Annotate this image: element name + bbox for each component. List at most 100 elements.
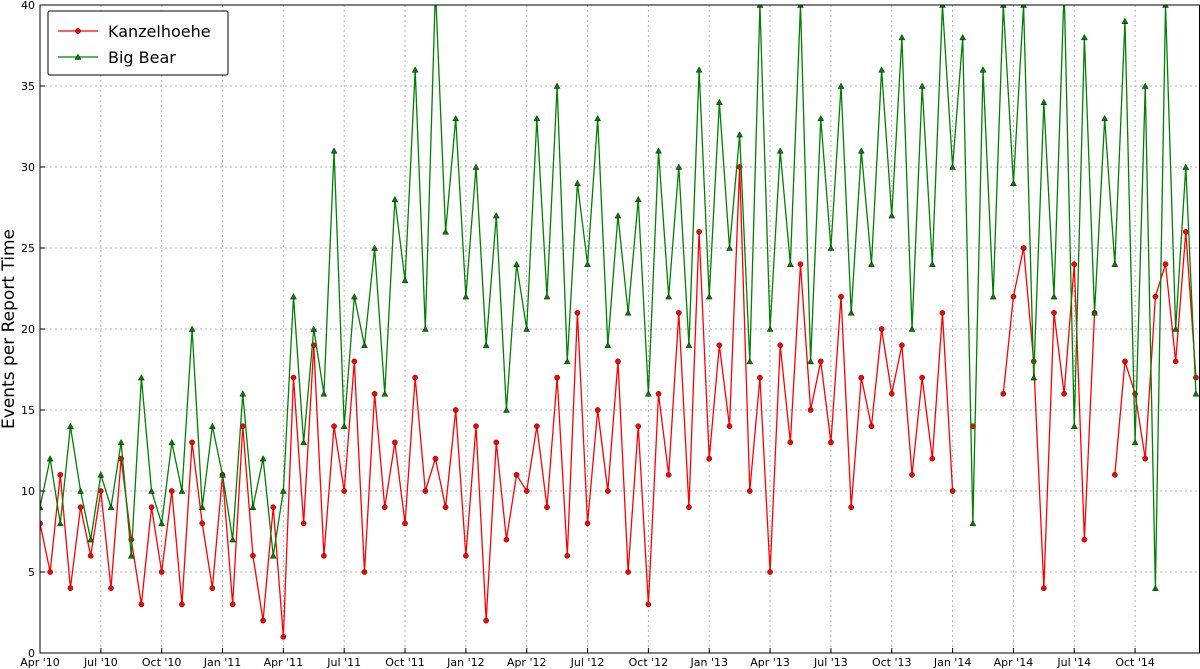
point	[158, 569, 165, 575]
point	[828, 439, 834, 446]
point	[624, 309, 632, 316]
point	[178, 487, 186, 494]
x-tick-label: Jul '13	[813, 656, 848, 669]
point	[1051, 309, 1057, 316]
point	[87, 553, 94, 559]
point	[939, 309, 946, 316]
point	[1050, 293, 1058, 300]
x-tick-label: Jul '10	[83, 656, 118, 669]
point	[615, 358, 621, 365]
point	[807, 407, 814, 413]
x-tick-label: Jan '12	[446, 656, 484, 669]
point	[280, 487, 287, 494]
point	[107, 503, 115, 510]
point	[554, 374, 560, 381]
point	[553, 82, 561, 89]
point	[513, 471, 520, 478]
point	[381, 504, 388, 511]
x-tick-label: Apr '11	[264, 656, 304, 669]
point	[46, 455, 54, 462]
point	[594, 114, 602, 122]
point	[695, 66, 703, 73]
point	[838, 293, 844, 300]
point	[1010, 293, 1017, 300]
point	[848, 504, 854, 511]
point	[726, 423, 733, 430]
point	[168, 438, 176, 446]
point	[250, 553, 256, 559]
point	[452, 407, 459, 413]
point	[310, 325, 318, 332]
point	[138, 374, 145, 381]
point	[797, 261, 804, 268]
point	[1071, 261, 1078, 268]
point	[463, 553, 469, 559]
point	[736, 131, 743, 138]
point	[421, 325, 429, 332]
point	[270, 504, 277, 511]
point	[574, 309, 581, 316]
point	[1142, 455, 1149, 462]
point	[868, 423, 875, 430]
point	[300, 438, 307, 446]
point	[341, 488, 347, 494]
point	[472, 163, 480, 170]
point	[625, 569, 631, 575]
point	[655, 147, 662, 154]
point	[605, 488, 611, 494]
point	[432, 455, 439, 462]
point	[868, 260, 875, 267]
x-tick-label: Apr '10	[20, 656, 60, 669]
point	[979, 66, 987, 73]
y-tick-label: 40	[21, 0, 35, 12]
point	[726, 244, 733, 251]
x-tick-label: Jan '14	[933, 656, 971, 669]
point	[77, 504, 84, 511]
point	[493, 439, 500, 446]
point	[320, 390, 328, 397]
x-tick-label: Jul '11	[326, 656, 361, 669]
point	[199, 520, 206, 527]
point	[757, 374, 763, 381]
legend-label: Big Bear	[108, 48, 176, 67]
point	[239, 390, 247, 397]
point	[117, 438, 125, 446]
y-tick-label: 30	[21, 161, 35, 174]
point	[1121, 17, 1129, 24]
point	[645, 390, 652, 397]
point	[249, 503, 257, 510]
point	[483, 617, 489, 624]
point	[899, 342, 905, 349]
point	[614, 212, 622, 219]
point	[188, 325, 196, 332]
point	[209, 585, 216, 592]
point	[676, 309, 682, 316]
y-tick-label: 0	[28, 647, 35, 660]
point	[391, 195, 399, 203]
point	[767, 569, 773, 575]
y-tick-label: 25	[21, 242, 35, 255]
point	[158, 519, 166, 527]
point	[817, 114, 825, 122]
point	[56, 519, 64, 527]
point	[1122, 358, 1128, 365]
x-tick-label: Apr '14	[994, 656, 1034, 669]
point	[969, 519, 977, 527]
point	[918, 82, 926, 89]
legend-box	[47, 10, 229, 76]
x-tick-label: Oct '13	[872, 656, 912, 669]
point	[412, 374, 418, 381]
point	[442, 228, 449, 235]
point	[696, 228, 702, 235]
point	[229, 601, 236, 608]
point	[1091, 309, 1098, 316]
x-tick-label: Jan '11	[203, 656, 241, 669]
point	[321, 553, 327, 559]
point	[1111, 260, 1119, 267]
point	[351, 358, 358, 365]
point	[888, 390, 895, 397]
point	[1020, 5, 1027, 8]
point	[787, 260, 794, 267]
point	[169, 488, 175, 494]
point	[1172, 358, 1179, 365]
